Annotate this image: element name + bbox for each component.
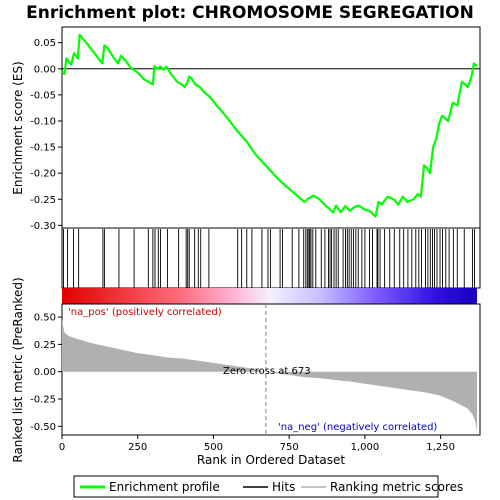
es-y-tick-label: -0.25 (30, 195, 56, 206)
metric-panel: 0.50 0.25 0.00 -0.25 -0.50 0 250 500 750 1,000 1,… (11, 277, 481, 467)
es-y-tick-label: 0.00 (34, 64, 56, 75)
hits-panel (61, 227, 481, 304)
es-plot-frame (61, 26, 481, 229)
es-y-tick-label: -0.20 (30, 169, 56, 180)
metric-y-axis-label: Ranked list metric (PreRanked) (11, 277, 25, 462)
metric-x-ticks: 0 250 500 750 1,000 1,250 (59, 435, 455, 453)
enrichment-profile-line (61, 33, 478, 218)
zero-cross-annotation: Zero cross at 673 (223, 366, 311, 377)
es-y-tick-label: -0.05 (30, 90, 56, 101)
hits-frame (61, 227, 481, 289)
es-y-ticks: 0.05 0.00 -0.05 -0.10 -0.15 -0.20 -0.25 -0.30 (30, 38, 62, 232)
x-tick-label: 0 (59, 442, 65, 453)
es-y-axis-label: Enrichment score (ES) (11, 61, 25, 194)
x-tick-label: 250 (128, 442, 147, 453)
legend-label-hits: Hits (272, 480, 295, 494)
negative-annotation: 'na_neg' (negatively correlated) (278, 422, 437, 433)
hit-marks (63, 229, 475, 288)
x-tick-label: 1,250 (426, 442, 455, 453)
x-tick-label: 1,000 (351, 442, 380, 453)
rank-color-bar (62, 288, 477, 304)
es-y-tick-label: -0.15 (30, 143, 56, 154)
legend-label-enrichment: Enrichment profile (109, 480, 220, 494)
positive-annotation: 'na_pos' (positively correlated) (68, 307, 222, 318)
metric-y-tick-label: 0.50 (34, 313, 56, 324)
metric-y-tick-label: 0.00 (34, 367, 56, 378)
es-y-tick-label: -0.30 (30, 221, 56, 232)
es-y-tick-label: 0.05 (34, 38, 56, 49)
x-tick-label: 750 (280, 442, 299, 453)
legend: Enrichment profile Hits Ranking metric s… (73, 475, 463, 498)
metric-y-tick-label: -0.25 (30, 394, 56, 405)
es-panel: 0.05 0.00 -0.05 -0.10 -0.15 -0.20 -0.25 -0.30 E… (11, 26, 481, 232)
es-y-tick-label: -0.10 (30, 116, 56, 127)
x-tick-label: 500 (204, 442, 223, 453)
chart-title: Enrichment plot: CHROMOSOME SEGREGATION (26, 3, 474, 23)
legend-label-metric: Ranking metric scores (330, 480, 463, 494)
ranking-metric-area (62, 319, 477, 432)
metric-y-ticks: 0.50 0.25 0.00 -0.25 -0.50 (30, 313, 62, 433)
x-axis-label: Rank in Ordered Dataset (197, 453, 345, 467)
metric-y-tick-label: 0.25 (34, 340, 56, 351)
metric-y-tick-label: -0.50 (30, 422, 56, 433)
